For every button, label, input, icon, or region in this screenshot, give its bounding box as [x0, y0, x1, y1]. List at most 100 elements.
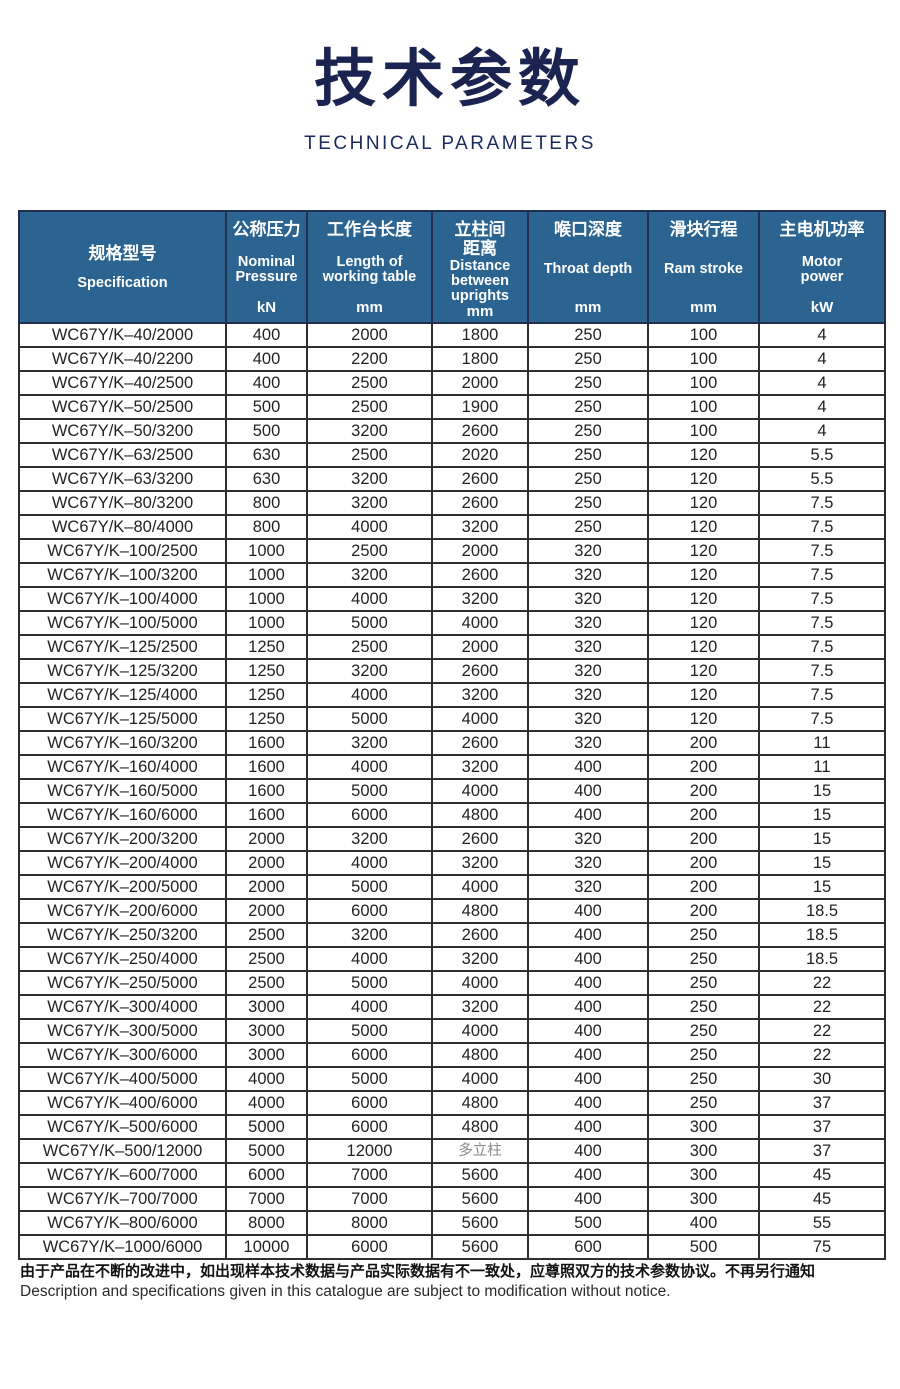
table-row: WC67Y/K–200/5000 2000 5000 4000 320 200 15 [18, 874, 886, 900]
col-header-nominal-pressure: 公称压力 Nominal Pressure kN [225, 210, 308, 324]
cell-ram_stroke_mm: 120 [647, 514, 760, 540]
cell-throat_depth_mm: 500 [527, 1210, 649, 1236]
cell-upright_distance_mm: 5600 [431, 1210, 529, 1236]
cell-motor_power_kw: 7.5 [758, 610, 886, 636]
cell-specification: WC67Y/K–80/3200 [18, 490, 227, 516]
cell-motor_power_kw: 15 [758, 802, 886, 828]
cell-upright_distance_mm: 3200 [431, 994, 529, 1020]
cell-upright_distance_mm: 4800 [431, 898, 529, 924]
cell-throat_depth_mm: 250 [527, 370, 649, 396]
cell-ram_stroke_mm: 250 [647, 994, 760, 1020]
cell-upright_distance_mm: 4000 [431, 1066, 529, 1092]
cell-ram_stroke_mm: 250 [647, 946, 760, 972]
table-row: WC67Y/K–80/4000 800 4000 3200 250 120 7.5 [18, 514, 886, 540]
table-row: WC67Y/K–300/5000 3000 5000 4000 400 250 22 [18, 1018, 886, 1044]
cell-ram_stroke_mm: 300 [647, 1186, 760, 1212]
table-row: WC67Y/K–250/4000 2500 4000 3200 400 250 18.5 [18, 946, 886, 972]
cell-ram_stroke_mm: 120 [647, 538, 760, 564]
col-header-cn: 主电机功率 [779, 219, 865, 239]
cell-motor_power_kw: 37 [758, 1090, 886, 1116]
cell-table_length_mm: 2000 [306, 322, 433, 348]
col-header-unit: kW [810, 299, 834, 317]
cell-upright_distance_mm: 3200 [431, 586, 529, 612]
cell-table_length_mm: 5000 [306, 1066, 433, 1092]
cell-specification: WC67Y/K–250/4000 [18, 946, 227, 972]
cell-throat_depth_mm: 400 [527, 1066, 649, 1092]
cell-throat_depth_mm: 400 [527, 1138, 649, 1164]
cell-upright_distance_mm: 2600 [431, 418, 529, 444]
cell-motor_power_kw: 7.5 [758, 658, 886, 684]
cell-throat_depth_mm: 400 [527, 1018, 649, 1044]
cell-motor_power_kw: 7.5 [758, 706, 886, 732]
cell-nominal_pressure_kn: 800 [225, 514, 308, 540]
cell-table_length_mm: 4000 [306, 754, 433, 780]
cell-table_length_mm: 6000 [306, 1114, 433, 1140]
cell-nominal_pressure_kn: 1000 [225, 610, 308, 636]
cell-nominal_pressure_kn: 630 [225, 442, 308, 468]
cell-throat_depth_mm: 250 [527, 346, 649, 372]
cell-nominal_pressure_kn: 3000 [225, 994, 308, 1020]
cell-upright_distance_mm: 1800 [431, 322, 529, 348]
header-row: 规格型号 Specification 公称压力 Nominal Pressure… [18, 210, 886, 324]
cell-throat_depth_mm: 320 [527, 850, 649, 876]
cell-specification: WC67Y/K–63/2500 [18, 442, 227, 468]
table-row: WC67Y/K–300/6000 3000 6000 4800 400 250 22 [18, 1042, 886, 1068]
cell-specification: WC67Y/K–200/5000 [18, 874, 227, 900]
cell-nominal_pressure_kn: 1250 [225, 658, 308, 684]
cell-table_length_mm: 2500 [306, 394, 433, 420]
page-subtitle: TECHNICAL PARAMETERS [304, 133, 596, 154]
table-row: WC67Y/K–500/12000 5000 12000 多立柱 400 300 37 [18, 1138, 886, 1164]
cell-specification: WC67Y/K–63/3200 [18, 466, 227, 492]
cell-throat_depth_mm: 400 [527, 754, 649, 780]
cell-table_length_mm: 2200 [306, 346, 433, 372]
cell-table_length_mm: 2500 [306, 442, 433, 468]
cell-ram_stroke_mm: 120 [647, 562, 760, 588]
cell-upright_distance_mm: 4800 [431, 1090, 529, 1116]
cell-throat_depth_mm: 320 [527, 658, 649, 684]
cell-ram_stroke_mm: 120 [647, 706, 760, 732]
table-row: WC67Y/K–50/3200 500 3200 2600 250 100 4 [18, 418, 886, 444]
spec-table-wrap: 规格型号 Specification 公称压力 Nominal Pressure… [18, 210, 886, 1260]
cell-throat_depth_mm: 400 [527, 922, 649, 948]
cell-nominal_pressure_kn: 3000 [225, 1042, 308, 1068]
cell-motor_power_kw: 22 [758, 994, 886, 1020]
cell-nominal_pressure_kn: 630 [225, 466, 308, 492]
cell-ram_stroke_mm: 100 [647, 346, 760, 372]
cell-throat_depth_mm: 250 [527, 490, 649, 516]
table-row: WC67Y/K–125/4000 1250 4000 3200 320 120 7.5 [18, 682, 886, 708]
cell-ram_stroke_mm: 200 [647, 730, 760, 756]
cell-specification: WC67Y/K–125/3200 [18, 658, 227, 684]
cell-throat_depth_mm: 600 [527, 1234, 649, 1260]
cell-specification: WC67Y/K–100/2500 [18, 538, 227, 564]
cell-ram_stroke_mm: 250 [647, 922, 760, 948]
cell-throat_depth_mm: 320 [527, 586, 649, 612]
cell-table_length_mm: 2500 [306, 634, 433, 660]
cell-table_length_mm: 4000 [306, 586, 433, 612]
cell-motor_power_kw: 22 [758, 1042, 886, 1068]
table-row: WC67Y/K–160/5000 1600 5000 4000 400 200 15 [18, 778, 886, 804]
cell-throat_depth_mm: 320 [527, 826, 649, 852]
cell-table_length_mm: 6000 [306, 802, 433, 828]
cell-nominal_pressure_kn: 1600 [225, 802, 308, 828]
cell-motor_power_kw: 18.5 [758, 898, 886, 924]
cell-nominal_pressure_kn: 2000 [225, 826, 308, 852]
cell-motor_power_kw: 22 [758, 970, 886, 996]
cell-nominal_pressure_kn: 500 [225, 394, 308, 420]
cell-ram_stroke_mm: 250 [647, 1018, 760, 1044]
col-header-unit: mm [574, 299, 602, 317]
cell-throat_depth_mm: 400 [527, 1042, 649, 1068]
cell-ram_stroke_mm: 200 [647, 802, 760, 828]
cell-table_length_mm: 5000 [306, 1018, 433, 1044]
table-row: WC67Y/K–160/3200 1600 3200 2600 320 200 11 [18, 730, 886, 756]
cell-table_length_mm: 6000 [306, 898, 433, 924]
cell-upright_distance_mm: 2600 [431, 730, 529, 756]
cell-table_length_mm: 4000 [306, 994, 433, 1020]
cell-table_length_mm: 7000 [306, 1162, 433, 1188]
cell-nominal_pressure_kn: 1600 [225, 754, 308, 780]
cell-upright_distance_mm: 1800 [431, 346, 529, 372]
table-row: WC67Y/K–50/2500 500 2500 1900 250 100 4 [18, 394, 886, 420]
table-row: WC67Y/K–250/3200 2500 3200 2600 400 250 18.5 [18, 922, 886, 948]
cell-upright_distance_mm: 2000 [431, 634, 529, 660]
cell-specification: WC67Y/K–100/5000 [18, 610, 227, 636]
cell-upright_distance_mm: 4800 [431, 802, 529, 828]
